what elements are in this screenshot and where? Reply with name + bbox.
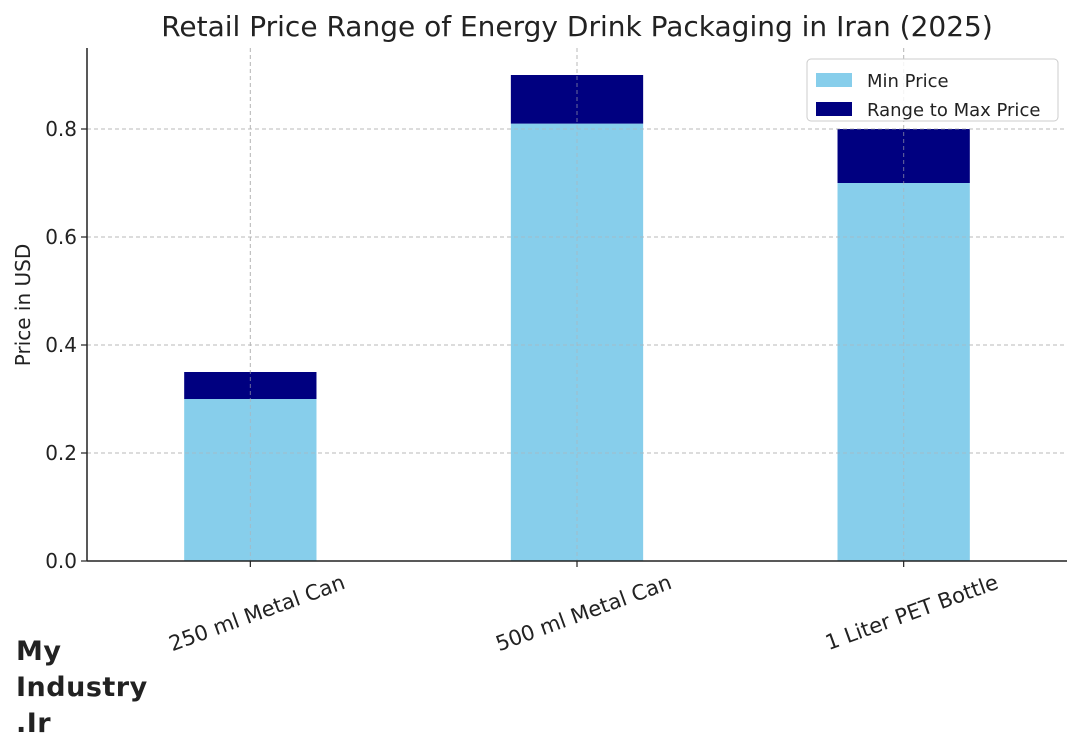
watermark-line-2: Industry — [16, 672, 148, 703]
x-tick-label: 1 Liter PET Bottle — [822, 570, 1001, 655]
y-tick-label: 0.6 — [45, 225, 77, 249]
watermark-line-1: My — [16, 636, 62, 667]
y-tick-label: 0.4 — [45, 333, 77, 357]
watermark-logo: My Industry .Ir — [16, 634, 148, 742]
legend: Min Price Range to Max Price — [806, 58, 1059, 122]
legend-frame — [806, 58, 1059, 122]
x-tick-label: 500 ml Metal Can — [492, 570, 674, 656]
chart-title: Retail Price Range of Energy Drink Packa… — [161, 10, 993, 43]
bar-min-price — [184, 399, 317, 561]
legend-label: Range to Max Price — [867, 100, 1040, 121]
legend-label: Min Price — [867, 71, 949, 92]
watermark-line-3: .Ir — [16, 708, 52, 739]
x-tick-label: 250 ml Metal Can — [166, 570, 348, 656]
y-axis-label: Price in USD — [11, 244, 35, 366]
y-tick-label: 0.0 — [45, 549, 77, 573]
legend-swatch — [816, 73, 852, 87]
bars-layer — [87, 48, 1067, 562]
y-tick-label: 0.8 — [45, 117, 77, 141]
y-tick-label: 0.2 — [45, 441, 77, 465]
legend-swatch — [816, 102, 852, 116]
